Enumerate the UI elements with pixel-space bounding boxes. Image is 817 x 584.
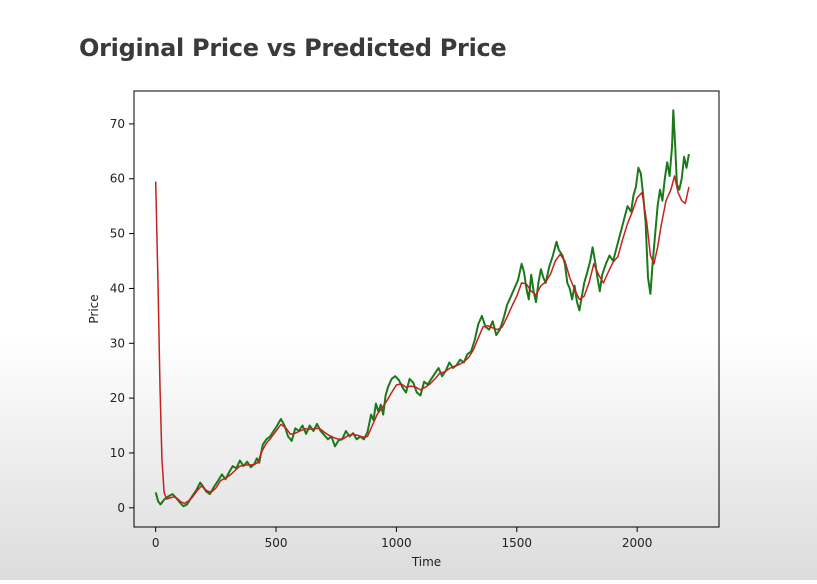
y-tick-label: 10 — [110, 446, 125, 460]
x-tick-label: 1000 — [381, 536, 412, 550]
y-tick-label: 0 — [117, 501, 125, 515]
y-axis-label: Price — [87, 294, 101, 323]
page-title: Original Price vs Predicted Price — [79, 34, 507, 62]
x-axis-label: Time — [411, 555, 441, 569]
plot-area-frame — [133, 90, 720, 528]
x-tick-label: 500 — [265, 536, 288, 550]
x-axis-ticks: 0 500 1000 1500 2000 — [152, 527, 653, 550]
y-tick-label: 50 — [110, 227, 125, 241]
y-tick-label: 70 — [110, 117, 125, 131]
x-tick-label: 2000 — [622, 536, 653, 550]
y-tick-label: 20 — [110, 391, 125, 405]
x-tick-label: 1500 — [502, 536, 533, 550]
series-line-green — [154, 109, 690, 508]
y-tick-label: 30 — [110, 336, 125, 350]
series-line-red — [154, 175, 690, 505]
y-tick-label: 60 — [110, 172, 125, 186]
x-tick-label: 0 — [152, 536, 160, 550]
series-layer — [154, 109, 690, 508]
y-tick-label: 40 — [110, 281, 125, 295]
y-axis-ticks: 0 10 20 30 40 50 60 70 — [110, 117, 134, 515]
